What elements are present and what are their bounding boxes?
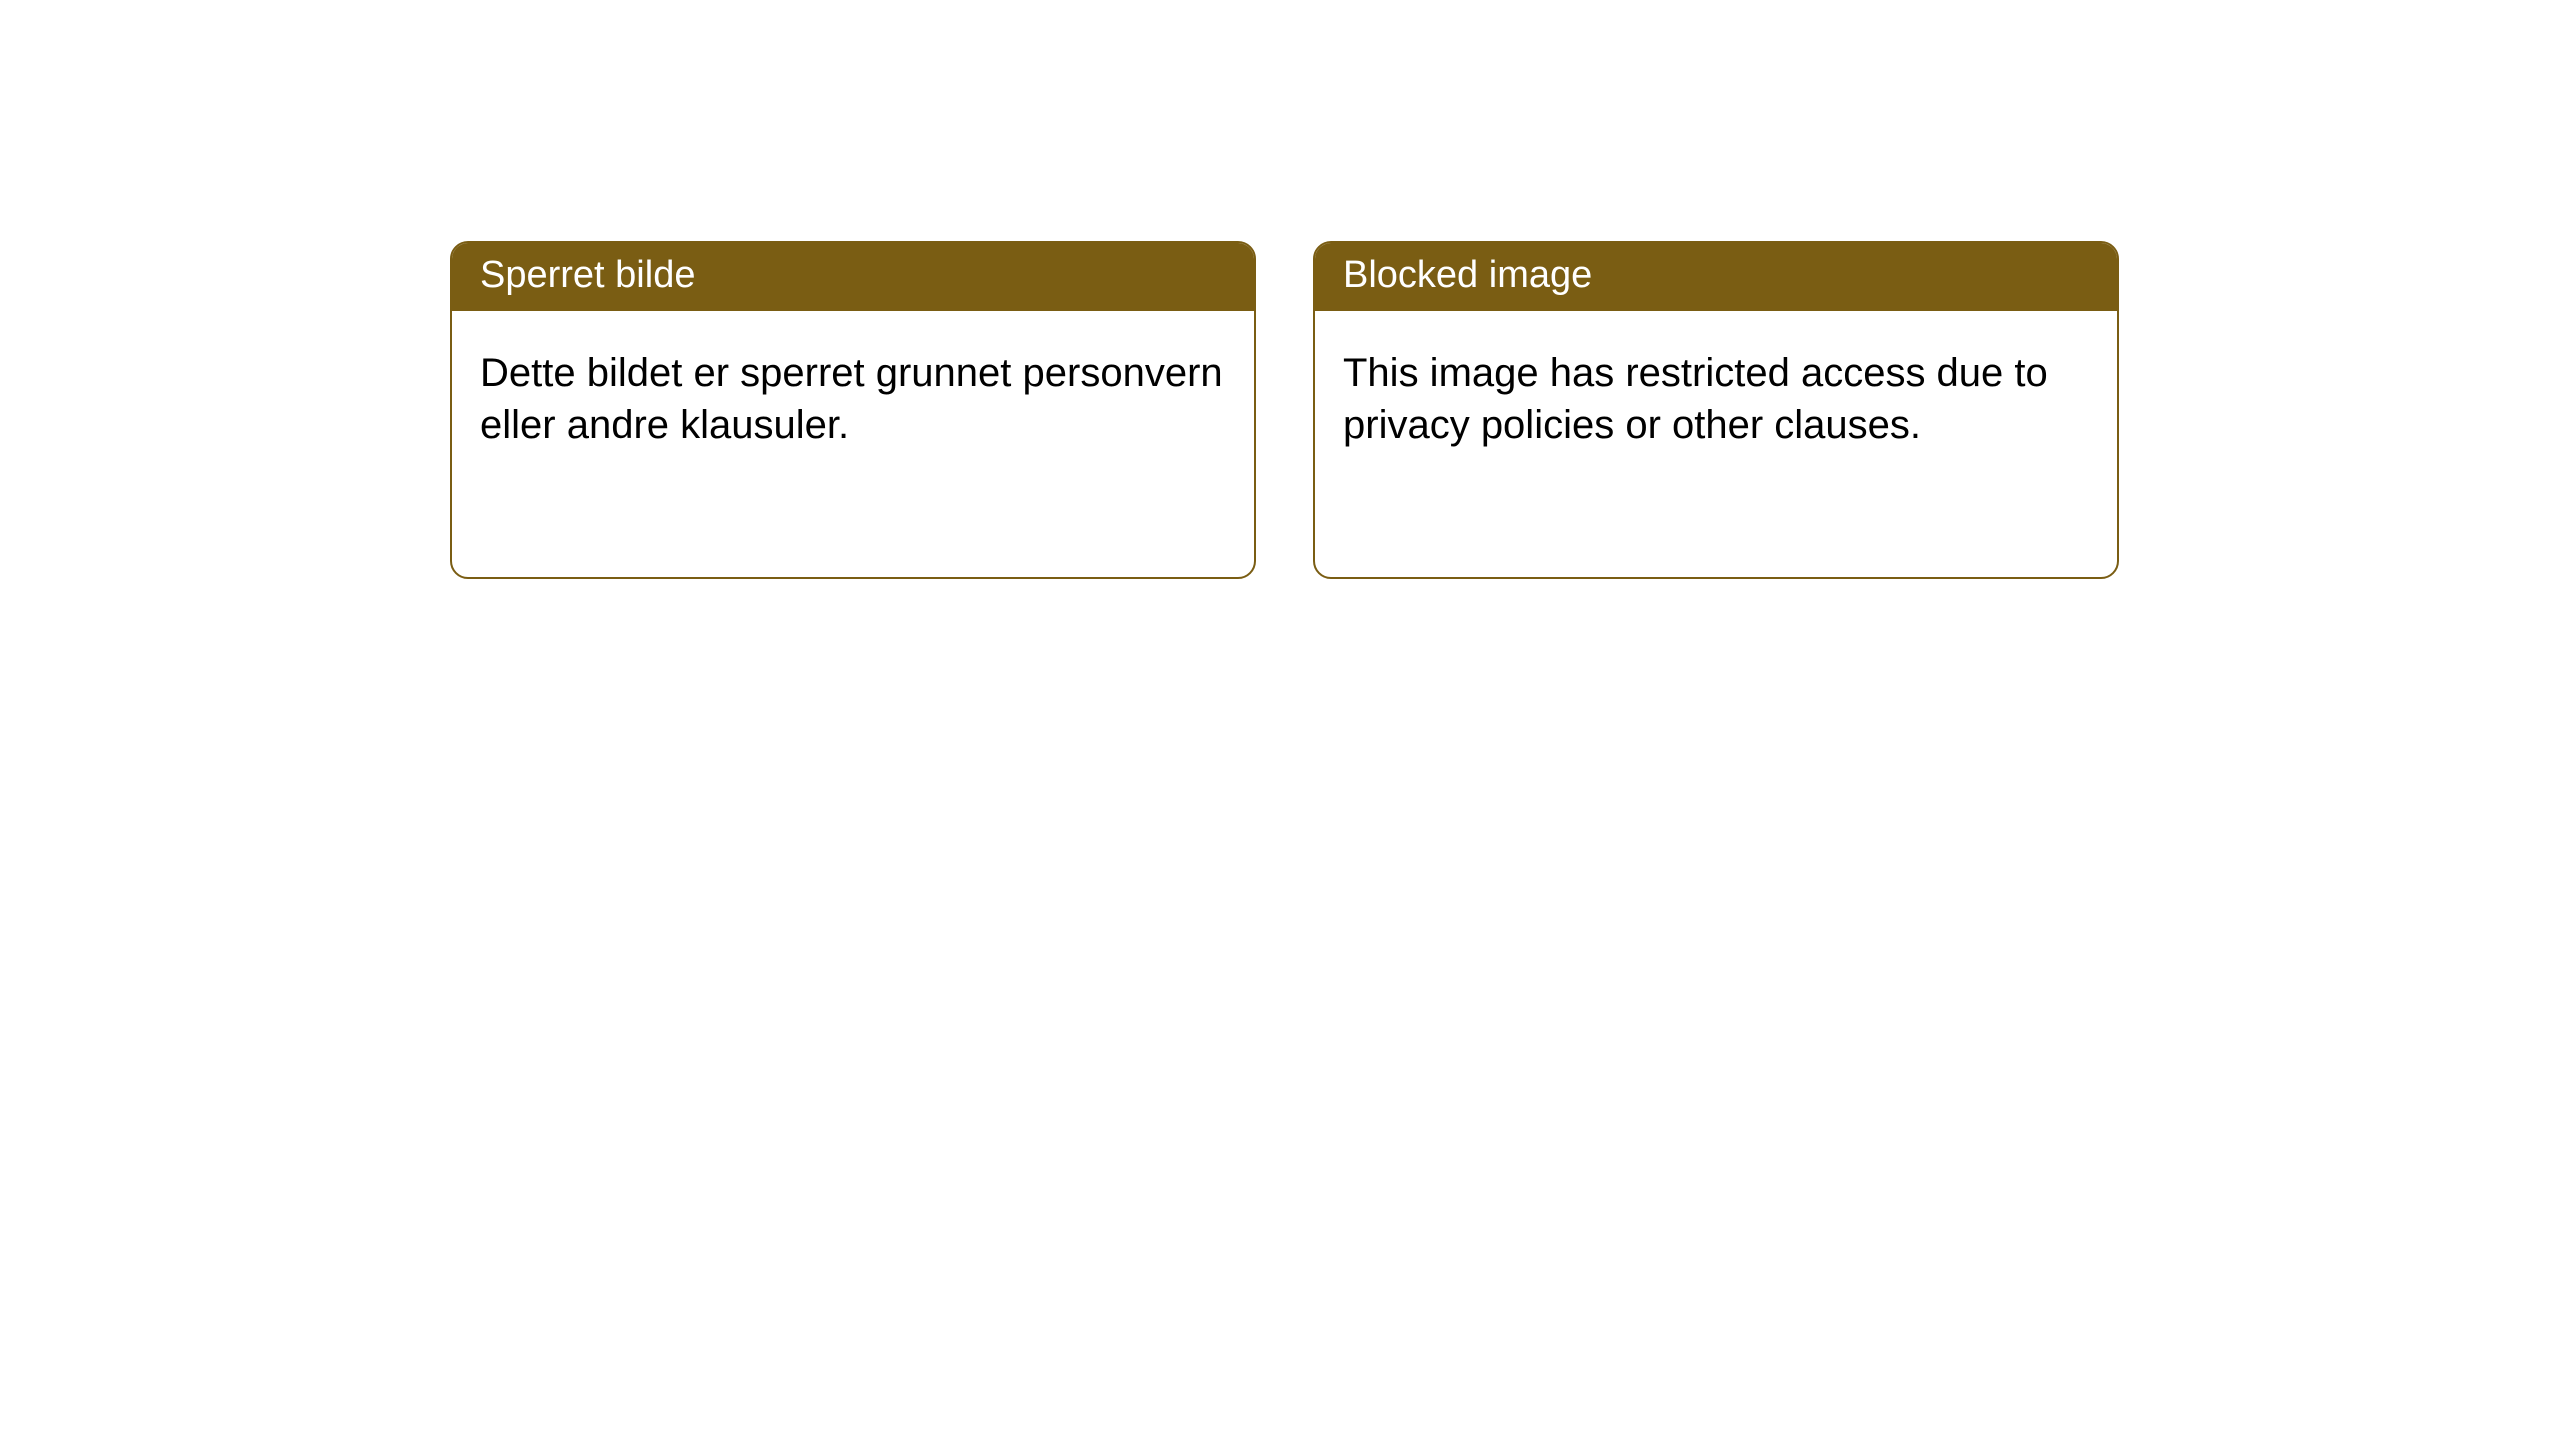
notice-body-norwegian: Dette bildet er sperret grunnet personve… [452,311,1254,479]
notice-card-english: Blocked image This image has restricted … [1313,241,2119,579]
notice-header-norwegian: Sperret bilde [452,243,1254,311]
notice-body-english: This image has restricted access due to … [1315,311,2117,479]
notice-container: Sperret bilde Dette bildet er sperret gr… [450,241,2119,579]
notice-header-english: Blocked image [1315,243,2117,311]
notice-card-norwegian: Sperret bilde Dette bildet er sperret gr… [450,241,1256,579]
